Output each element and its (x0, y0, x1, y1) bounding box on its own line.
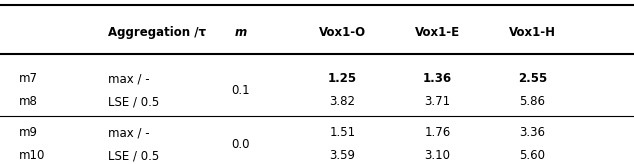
Text: max / -: max / - (108, 126, 150, 139)
Text: Vox1-O: Vox1-O (319, 26, 366, 39)
Text: m10: m10 (19, 149, 46, 162)
Text: 5.60: 5.60 (519, 149, 546, 162)
Text: LSE / 0.5: LSE / 0.5 (108, 95, 159, 108)
Text: 0.1: 0.1 (231, 84, 250, 97)
Text: 2.55: 2.55 (518, 72, 547, 85)
Text: m: m (235, 26, 247, 39)
Text: LSE / 0.5: LSE / 0.5 (108, 149, 159, 162)
Text: 3.10: 3.10 (424, 149, 451, 162)
Text: Vox1-H: Vox1-H (509, 26, 556, 39)
Text: Vox1-E: Vox1-E (415, 26, 460, 39)
Text: 3.59: 3.59 (329, 149, 356, 162)
Text: 5.86: 5.86 (519, 95, 546, 108)
Text: 3.71: 3.71 (424, 95, 451, 108)
Text: 3.82: 3.82 (329, 95, 356, 108)
Text: m9: m9 (19, 126, 38, 139)
Text: m8: m8 (19, 95, 38, 108)
Text: 1.36: 1.36 (423, 72, 452, 85)
Text: max / -: max / - (108, 72, 150, 85)
Text: 1.25: 1.25 (328, 72, 357, 85)
Text: 0.0: 0.0 (231, 138, 250, 151)
Text: m7: m7 (19, 72, 38, 85)
Text: 3.36: 3.36 (519, 126, 546, 139)
Text: 1.51: 1.51 (329, 126, 356, 139)
Text: Aggregation /τ: Aggregation /τ (108, 26, 206, 39)
Text: 1.76: 1.76 (424, 126, 451, 139)
